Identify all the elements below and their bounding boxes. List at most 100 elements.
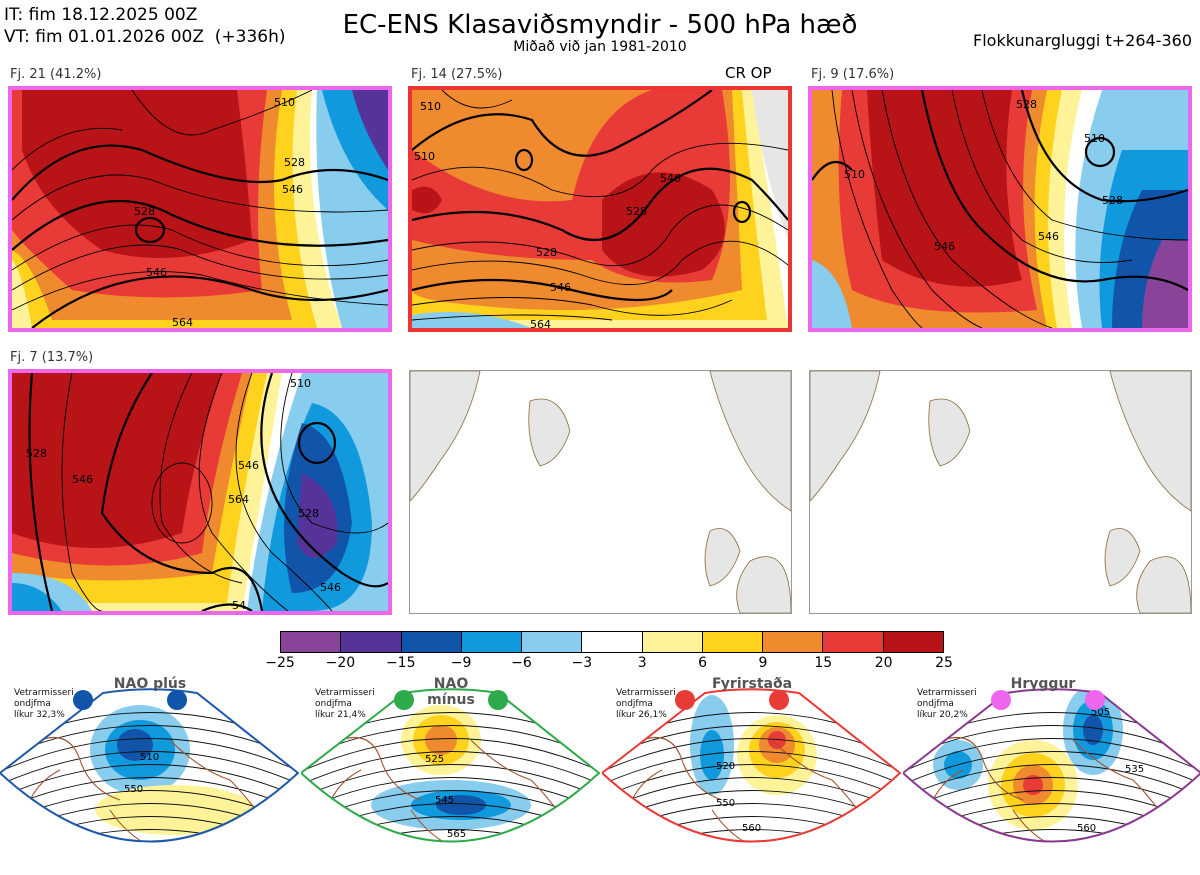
contour-label: 528	[536, 246, 557, 259]
contour-line	[0, 829, 298, 842]
coastline	[330, 736, 572, 842]
contour-line	[602, 856, 902, 872]
contour-label: 546	[72, 473, 93, 486]
regime-stat-line: Vetrarmisseri	[917, 688, 977, 698]
regime-4: 505 535 560 Hryggur Vetrarmisseri ondjfma líku…	[901, 676, 1200, 872]
contour-label: 528	[284, 156, 305, 169]
contour-line	[602, 764, 900, 803]
regime-fan: 520 550 560	[600, 688, 902, 872]
colorbar-segment	[281, 632, 342, 652]
colorbar-segment	[823, 632, 884, 652]
regime-fan: 510 550	[0, 688, 300, 872]
contour-line	[903, 751, 1200, 790]
contour-label: 560	[742, 823, 761, 834]
contour-line	[903, 843, 1200, 872]
contour-label: 528	[1016, 98, 1037, 111]
contour-line	[602, 751, 900, 790]
cluster-label-2: Fj. 14 (27.5%)	[411, 67, 503, 82]
contour-label: 560	[1077, 823, 1096, 834]
contour-line	[0, 751, 298, 790]
contour-label: 54	[232, 599, 246, 611]
contour-label: 546	[238, 459, 259, 472]
regime-probability: Vetrarmisseri ondjfma líkur 32,3%	[14, 688, 74, 721]
anomaly-area	[95, 785, 255, 835]
regime-frame	[299, 688, 601, 843]
cluster-map-2: 510 510 528 546 528 546 564	[408, 86, 792, 332]
regime-stat-line: ondjfma	[917, 699, 954, 709]
contour-line	[301, 856, 601, 872]
contour-label: 528	[298, 507, 319, 520]
colorbar-segment	[642, 632, 703, 652]
contour-label: 510	[140, 752, 159, 763]
regime-probability: Vetrarmisseri ondjfma líkur 26,1%	[616, 688, 676, 721]
cluster-label-3: Fj. 9 (17.6%)	[811, 67, 895, 82]
cluster-map-4: 528 510 546 546 564 528 546 54	[8, 369, 392, 615]
contour-label: 546	[1038, 230, 1059, 243]
regime-probability: Vetrarmisseri ondjfma líkur 21,4%	[315, 688, 375, 721]
contour-label: 546	[660, 172, 681, 185]
anomaly-area	[1023, 775, 1043, 795]
regime-title: NAO mínus	[427, 676, 475, 708]
regime-stat-line: ondjfma	[616, 699, 653, 709]
contour-line	[301, 829, 599, 842]
colorbar-tick-label: −3	[571, 655, 593, 671]
regime-stat-line: ondjfma	[315, 699, 352, 709]
regime-stat-line: líkur 20,2%	[917, 710, 968, 720]
contour-label: 520	[716, 761, 735, 772]
init-time: IT: fim 18.12.2025 00Z	[4, 5, 198, 25]
contour-label: 565	[447, 829, 466, 840]
contour-line	[301, 751, 599, 790]
page-title: EC-ENS Klasaviðsmyndir - 500 hPa hæð	[342, 10, 858, 40]
regime-fan: 505 535 560	[901, 688, 1200, 872]
regime-title: Fyrirstaða	[712, 676, 793, 692]
contour-label: 564	[228, 493, 249, 506]
regime-stat-line: Vetrarmisseri	[14, 688, 74, 698]
regime-marker-dot	[394, 690, 414, 710]
regime-1: 510 550 NAO plús Vetrarmisseri ondjfma líkur …	[0, 676, 300, 872]
page-subtitle: Miðað við jan 1981-2010	[513, 39, 687, 55]
contour-label: 550	[124, 784, 143, 795]
regime-marker-dot	[1085, 690, 1105, 710]
regime-probability: Vetrarmisseri ondjfma líkur 20,2%	[917, 688, 977, 721]
contour-line	[301, 764, 599, 803]
colorbar-tick-label: 3	[637, 655, 647, 671]
contour-label: 510	[1084, 132, 1105, 145]
cluster-label-4: Fj. 7 (13.7%)	[10, 350, 94, 365]
colorbar-tick-label: −25	[265, 655, 295, 671]
regime-frame	[600, 688, 902, 843]
regime-stat-line: líkur 21,4%	[315, 710, 366, 720]
cluster-map-3: 528 510 510 528 546 546	[808, 86, 1192, 332]
regime-3: 520 550 560 Fyrirstaða Vetrarmisseri ondjfma l…	[600, 676, 902, 872]
empty-map-6	[809, 370, 1192, 614]
contour-label: 510	[274, 96, 295, 109]
cluster-label-1: Fj. 21 (41.2%)	[10, 67, 102, 82]
contour-label: 550	[716, 798, 735, 809]
regime-marker-dot	[488, 690, 508, 710]
regime-marker-dot	[991, 690, 1011, 710]
colorbar-tick-label: 20	[874, 655, 893, 671]
anomaly-area	[117, 729, 153, 761]
colorbar-segment	[341, 632, 402, 652]
header-times: IT: fim 18.12.2025 00Z VT: fim 01.01.202…	[4, 4, 286, 48]
contour-line	[903, 829, 1200, 842]
regime-frame	[901, 688, 1200, 843]
regime-fan: 525 545 565	[299, 688, 601, 872]
empty-map-5	[409, 370, 792, 614]
colorbar-tick-label: 15	[814, 655, 833, 671]
regime-stat-line: Vetrarmisseri	[315, 688, 375, 698]
contour-line	[602, 843, 902, 872]
cr-op-tag: CR OP	[725, 64, 772, 82]
contour-line	[0, 856, 300, 872]
colorbar-segment	[522, 632, 583, 652]
regime-marker-dot	[167, 690, 187, 710]
regime-frame	[0, 688, 300, 843]
contour-label: 510	[414, 150, 435, 163]
anomaly-area	[425, 725, 457, 755]
contour-label: 510	[844, 168, 865, 181]
regime-marker-dot	[675, 690, 695, 710]
contour-line	[301, 738, 599, 777]
colorbar-segment	[702, 632, 764, 652]
contour-label: 545	[435, 795, 454, 806]
anomaly-area	[1013, 846, 1043, 858]
contour-label: 546	[934, 240, 955, 253]
